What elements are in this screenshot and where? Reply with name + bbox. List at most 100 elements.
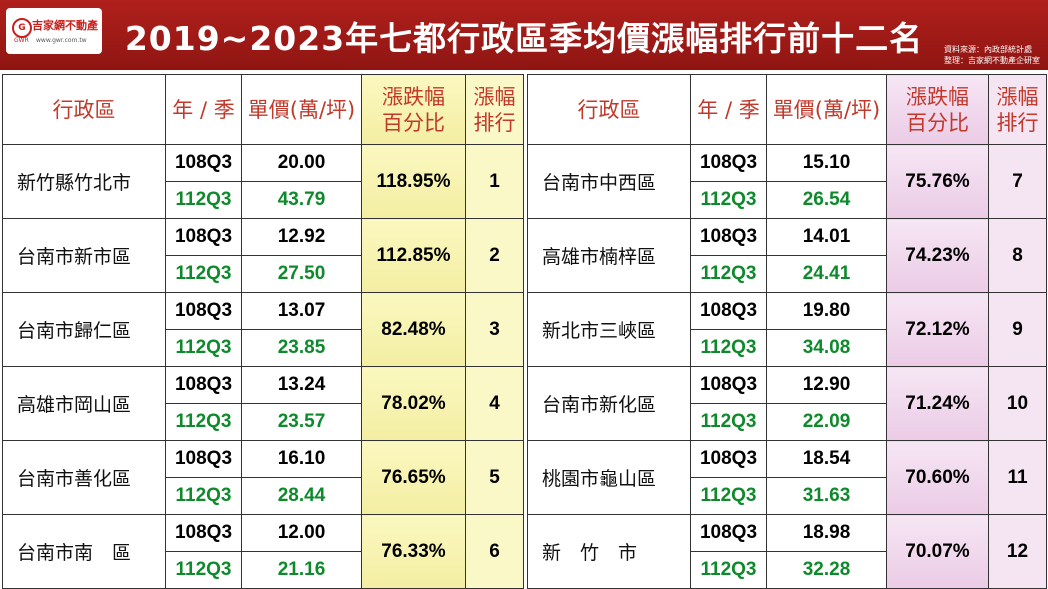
rank-cell: 9 [988, 292, 1047, 367]
district-cell: 台南市新市區 [2, 218, 166, 293]
pct-cell: 70.60% [886, 440, 989, 515]
period-cell: 112Q3 [690, 551, 767, 589]
pct-cell: 74.23% [886, 218, 989, 293]
price-cell: 23.85 [241, 329, 362, 367]
table-header-row: 行政區 年 / 季 單價(萬/坪) 漲跌幅 百分比 漲幅 排行 [527, 74, 1047, 145]
header-pct-line: 百分比 [906, 110, 969, 135]
price-cell: 16.10 [241, 440, 362, 478]
price-cell: 14.01 [766, 218, 887, 256]
price-cell: 13.24 [241, 366, 362, 404]
table-row: 112Q3 22.09 [528, 403, 1047, 441]
source-note: 資料來源：內政部統計處 整理：吉家網不動產企研室 [944, 44, 1040, 66]
pct-cell: 112.85% [361, 218, 466, 293]
rank-cell: 7 [988, 144, 1047, 219]
pct-cell: 82.48% [361, 292, 466, 367]
rank-cell: 3 [465, 292, 524, 367]
header-price: 單價(萬/坪) [241, 74, 362, 145]
table-row: 新竹縣竹北市 108Q3 20.00 118.95% 1 [2, 144, 524, 219]
price-cell: 32.28 [766, 551, 887, 589]
price-cell: 18.54 [766, 440, 887, 478]
period-cell: 112Q3 [165, 551, 242, 589]
price-cell: 21.16 [241, 551, 362, 589]
header-rank-line: 排行 [996, 110, 1039, 135]
logo-icon: G [12, 18, 32, 38]
period-cell: 112Q3 [690, 181, 767, 219]
price-cell: 43.79 [241, 181, 362, 219]
district-cell: 新北市三峽區 [527, 292, 691, 367]
header-rank-line: 排行 [473, 110, 516, 135]
district-cell: 台南市中西區 [527, 144, 691, 219]
district-cell: 桃園市龜山區 [527, 440, 691, 515]
table-row: 台南市新化區 108Q3 12.90 71.24% 10 [527, 366, 1047, 441]
table-row: 112Q3 23.57 [3, 403, 524, 441]
pct-cell: 71.24% [886, 366, 989, 441]
district-cell: 高雄市楠梓區 [527, 218, 691, 293]
table-row: 新北市三峽區 108Q3 19.80 72.12% 9 [527, 292, 1047, 367]
pct-cell: 76.65% [361, 440, 466, 515]
price-cell: 26.54 [766, 181, 887, 219]
table-row: 112Q3 27.50 [3, 255, 524, 293]
rank-cell: 11 [988, 440, 1047, 515]
district-cell: 台南市新化區 [527, 366, 691, 441]
table-row: 台南市歸仁區 108Q3 13.07 82.48% 3 [2, 292, 524, 367]
district-cell: 新竹縣竹北市 [2, 144, 166, 219]
table-row: 112Q3 34.08 [528, 329, 1047, 367]
logo: G 吉家網不動產 GWR www.gwr.com.tw [6, 8, 102, 54]
period-cell: 108Q3 [165, 292, 242, 330]
table-row: 台南市善化區 108Q3 16.10 76.65% 5 [2, 440, 524, 515]
table-row: 112Q3 21.16 [3, 551, 524, 589]
table-row: 台南市中西區 108Q3 15.10 75.76% 7 [527, 144, 1047, 219]
table-row: 高雄市楠梓區 108Q3 14.01 74.23% 8 [527, 218, 1047, 293]
period-cell: 112Q3 [165, 477, 242, 515]
period-cell: 108Q3 [165, 514, 242, 552]
price-cell: 12.00 [241, 514, 362, 552]
header-rank: 漲幅 排行 [465, 74, 524, 145]
price-cell: 15.10 [766, 144, 887, 182]
table-body-left: 新竹縣竹北市 108Q3 20.00 118.95% 1 112Q3 43.79 台南市新市區… [2, 144, 524, 589]
price-cell: 20.00 [241, 144, 362, 182]
rank-cell: 6 [465, 514, 524, 589]
period-cell: 112Q3 [690, 477, 767, 515]
price-cell: 12.90 [766, 366, 887, 404]
district-cell: 台南市善化區 [2, 440, 166, 515]
period-cell: 108Q3 [690, 366, 767, 404]
header-rank: 漲幅 排行 [988, 74, 1047, 145]
page-title: 2019~2023年七都行政區季均價漲幅排行前十二名 [124, 19, 924, 58]
table-row: 台南市新市區 108Q3 12.92 112.85% 2 [2, 218, 524, 293]
header-period: 年 / 季 [690, 74, 767, 145]
period-cell: 112Q3 [690, 329, 767, 367]
district-cell: 台南市南 區 [2, 514, 166, 589]
header-pct: 漲跌幅 百分比 [361, 74, 466, 145]
editor-line: 整理：吉家網不動產企研室 [944, 56, 1040, 65]
pct-cell: 70.07% [886, 514, 989, 589]
source-line: 資料來源：內政部統計處 [944, 45, 1032, 54]
rank-cell: 12 [988, 514, 1047, 589]
period-cell: 108Q3 [690, 144, 767, 182]
header-district: 行政區 [2, 74, 166, 145]
price-cell: 12.92 [241, 218, 362, 256]
header-district: 行政區 [527, 74, 691, 145]
header-price: 單價(萬/坪) [766, 74, 887, 145]
table-row: 112Q3 32.28 [528, 551, 1047, 589]
period-cell: 108Q3 [690, 218, 767, 256]
table-row: 高雄市岡山區 108Q3 13.24 78.02% 4 [2, 366, 524, 441]
table-row: 台南市南 區 108Q3 12.00 76.33% 6 [2, 514, 524, 589]
table-body-right: 台南市中西區 108Q3 15.10 75.76% 7 112Q3 26.54 高雄市楠梓區 1… [527, 144, 1047, 589]
period-cell: 108Q3 [690, 514, 767, 552]
header-period: 年 / 季 [165, 74, 242, 145]
pct-cell: 75.76% [886, 144, 989, 219]
price-cell: 22.09 [766, 403, 887, 441]
period-cell: 112Q3 [165, 403, 242, 441]
period-cell: 108Q3 [690, 292, 767, 330]
rank-cell: 1 [465, 144, 524, 219]
district-cell: 台南市歸仁區 [2, 292, 166, 367]
header-pct-line: 百分比 [382, 110, 445, 135]
logo-sub: GWR [14, 37, 29, 44]
period-cell: 112Q3 [690, 255, 767, 293]
period-cell: 108Q3 [165, 218, 242, 256]
pct-cell: 76.33% [361, 514, 466, 589]
table-row: 桃園市龜山區 108Q3 18.54 70.60% 11 [527, 440, 1047, 515]
header-pct-line: 漲跌幅 [906, 84, 969, 109]
period-cell: 108Q3 [165, 440, 242, 478]
rank-cell: 2 [465, 218, 524, 293]
